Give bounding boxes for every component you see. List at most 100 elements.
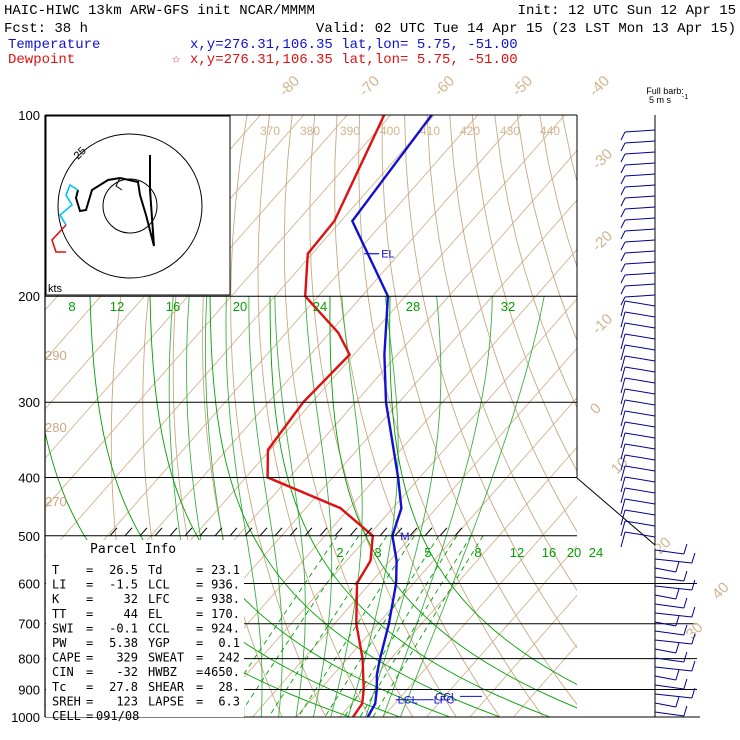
mixing-ratio-label-lower: 8 (474, 545, 481, 560)
dry-adiabat-line (283, 115, 414, 717)
isotherm-line (45, 115, 392, 509)
isotherm-line (295, 397, 577, 717)
wind-barb (624, 239, 656, 243)
mixing-ratio-line (372, 535, 484, 717)
barb-note-superscript: -1 (682, 94, 688, 101)
wind-barb (624, 195, 656, 199)
isotherm-label: -60 (431, 72, 458, 99)
wind-barb-flag (620, 164, 626, 174)
parcel-info-eq: = (86, 621, 93, 635)
wind-barb-flag (620, 410, 626, 427)
wind-barb-flag (620, 311, 626, 328)
wind-barb-flag (620, 230, 626, 240)
isotherm-label: 0 (587, 400, 605, 418)
level-hatch-mark (319, 527, 328, 537)
isotherm-line (382, 495, 577, 717)
parcel-info-eq: = (86, 694, 93, 708)
dry-adiabat-line (230, 115, 327, 717)
parcel-info-eq: = (86, 636, 93, 650)
theta-label: 440 (540, 124, 560, 138)
parcel-info-key: SHEAR (148, 680, 185, 694)
wind-barb (654, 558, 692, 564)
wind-barb-flag (683, 597, 688, 609)
isotherm-label: -30 (589, 145, 616, 172)
isotherm-line (426, 545, 577, 717)
lfc-marker-label: LFC (434, 695, 455, 707)
wind-barb (624, 300, 656, 307)
wind-barb-flag (620, 476, 626, 493)
hodograph-trace-detail (115, 177, 123, 191)
wind-barb (654, 594, 676, 600)
parcel-info-key: LFC (148, 592, 170, 606)
wind-barb (624, 531, 656, 538)
wind-barb (654, 675, 676, 681)
wind-barb (654, 549, 684, 555)
level-hatch-mark (289, 527, 298, 537)
wind-barb (654, 693, 692, 699)
wind-barb-flag (620, 208, 626, 218)
el-marker-label: EL (381, 249, 394, 261)
mixing-ratio-label-lower: 20 (567, 545, 581, 560)
hodograph-panel (45, 115, 231, 296)
wind-barb-flag (683, 570, 688, 582)
mixing-ratio-label-upper: 28 (406, 299, 420, 314)
level-hatch-mark (394, 527, 403, 537)
mixing-ratio-line (359, 535, 472, 717)
lcl-marker-label: LCL (398, 695, 418, 707)
parcel-info-eq: = (196, 636, 203, 650)
wind-barb (624, 140, 656, 144)
wind-barb (654, 630, 684, 636)
parcel-info-eq: = (86, 563, 93, 577)
wind-barb-flag (620, 520, 626, 537)
parcel-info-eq: = (86, 651, 93, 665)
isotherm-label: -40 (586, 72, 613, 99)
dry-adiabat-line (257, 115, 370, 717)
mixing-ratio-label-upper: 32 (501, 299, 515, 314)
level-hatch-mark (259, 527, 268, 537)
wind-barb-flag (620, 421, 626, 438)
theta-label: 410 (420, 124, 440, 138)
pressure-tick-label: 400 (18, 470, 40, 485)
level-hatch-mark (139, 527, 148, 537)
theta-label: 430 (500, 124, 520, 138)
wind-barb (654, 585, 692, 591)
wind-barb-flag (620, 296, 626, 306)
dry-adiabat-label: 270 (45, 494, 67, 509)
parcel-info-key: SWI (52, 621, 74, 635)
parcel-info-key: PW (52, 636, 67, 650)
pressure-tick-label: 500 (18, 529, 40, 544)
level-hatch-mark (379, 527, 388, 537)
parcel-info-key: SREH (52, 694, 81, 708)
parcel-info-eq: = (86, 709, 93, 723)
parcel-info-value: 0.1 (218, 636, 240, 650)
wind-barb (624, 388, 656, 395)
parcel-info-key: LAPSE (148, 694, 184, 708)
mixing-ratio-line (237, 535, 360, 717)
wind-barb-flag (620, 531, 626, 548)
level-hatch-mark (154, 527, 163, 537)
wind-barb-flag (620, 142, 626, 152)
level-hatch-mark (244, 527, 253, 537)
dry-adiabat-line (404, 115, 577, 649)
wind-barb (624, 399, 656, 406)
parcel-info-eq: = (196, 621, 203, 635)
legend-temperature-location: x,y=276.31,106.35 lat,lon= 5.75, -51.00 (190, 37, 518, 53)
parcel-info-value: 6.3 (218, 694, 240, 708)
wind-barb-flag (675, 669, 680, 681)
wind-barb-flag (683, 543, 688, 555)
parcel-info-value: 938. (211, 592, 240, 606)
wind-barb-flag (620, 454, 626, 471)
isotherm-label: -20 (589, 227, 616, 254)
parcel-info-panel (46, 540, 244, 717)
wind-barb-flag (675, 696, 680, 708)
dewpoint-profile-line (266, 115, 386, 717)
pressure-tick-label: 700 (18, 617, 40, 632)
pressure-tick-label: 300 (18, 395, 40, 410)
isotherm-label: -80 (276, 72, 303, 99)
parcel-info-value: 23.1 (211, 563, 240, 577)
parcel-info-value: 329 (116, 651, 138, 665)
mixing-ratio-label-upper: 8 (68, 299, 75, 314)
isotherm-label: 20 (651, 534, 675, 558)
moist-adiabat-line (248, 296, 283, 717)
